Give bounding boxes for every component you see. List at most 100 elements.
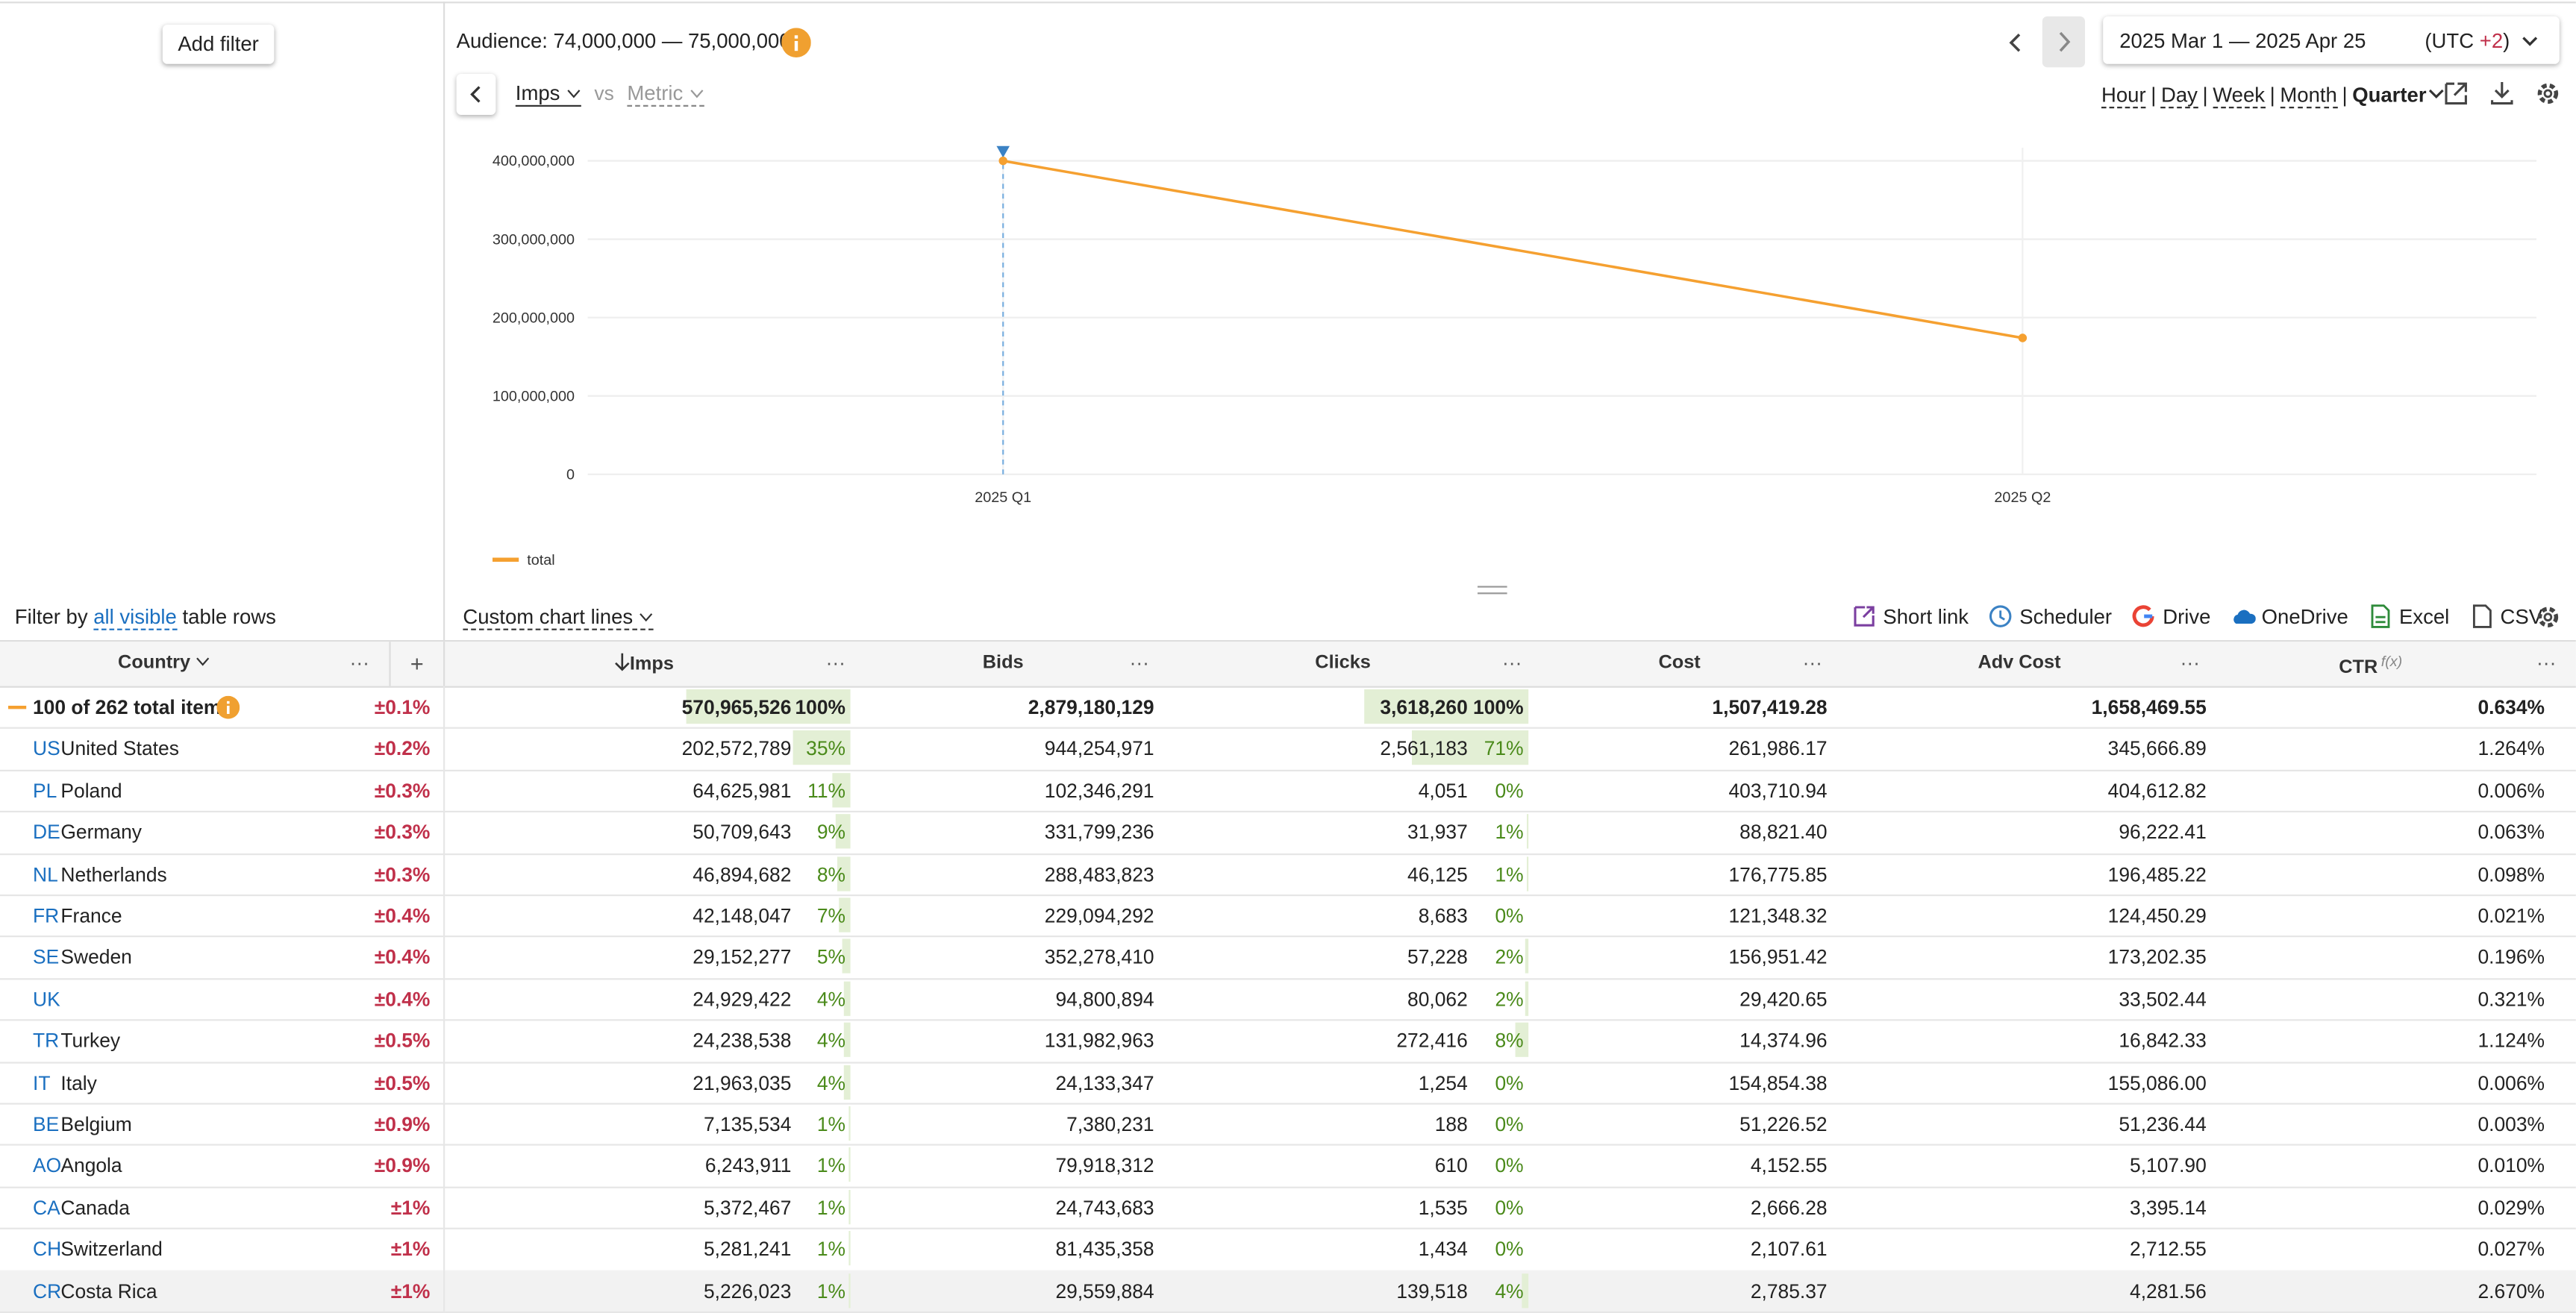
filter-by: Filter by all visible table rows <box>15 605 276 630</box>
bids: 81,435,358 <box>1055 1238 1154 1262</box>
table-row[interactable]: DE Germany ±0.3% 9% 50,709,643 331,799,236 1% 3… <box>0 811 2576 855</box>
pct-value: 1% <box>816 1154 845 1178</box>
column-header[interactable]: Bids <box>904 654 1101 673</box>
resize-handle[interactable] <box>1478 586 1507 595</box>
granularity-option[interactable]: Week <box>2213 84 2266 109</box>
tz-offset: +2 <box>2479 29 2504 53</box>
total-row[interactable]: 100 of 262 total items ±0.1% 100% 570,965,5… <box>0 686 2576 730</box>
clicks: 80,062 <box>1407 987 1468 1011</box>
metric2-select[interactable]: Metric <box>627 82 704 107</box>
column-header[interactable]: CTR f(x) <box>2272 654 2469 678</box>
table-row[interactable]: CH Switzerland ±1% 1% 5,281,241 81,435,358 0% 1… <box>0 1228 2576 1272</box>
table-row[interactable]: TR Turkey ±0.5% 4% 24,238,538 131,982,963 8% 27… <box>0 1019 2576 1063</box>
metric-select[interactable]: Imps <box>515 82 581 107</box>
granularity-option[interactable]: Hour <box>2101 84 2146 109</box>
table-row[interactable]: CR Costa Rica ±1% 1% 5,226,023 29,559,884 4% 13… <box>0 1269 2576 1313</box>
all-visible-link[interactable]: all visible <box>93 605 177 630</box>
granularity-option[interactable]: Month <box>2280 84 2337 109</box>
column-menu[interactable]: ··· <box>1129 651 1149 675</box>
cost: 2,785.37 <box>1750 1279 1828 1303</box>
column-menu[interactable]: ··· <box>349 651 369 675</box>
cost: 156,951.42 <box>1728 946 1828 969</box>
toolbar-action[interactable]: Short link <box>1852 606 1969 629</box>
toolbar-action[interactable]: CSV <box>2469 604 2542 629</box>
pct-bar <box>1515 1023 1529 1058</box>
granularity: Hour | Day | Week | Month | Quarter <box>2101 84 2446 109</box>
chart: 0 100,000,000 200,000,000 300,000,000 400,00… <box>493 145 2537 568</box>
column-menu[interactable]: ··· <box>2536 651 2557 675</box>
table-row[interactable]: AO Angola ±0.9% 1% 6,243,911 79,918,312 0% 610 4… <box>0 1144 2576 1188</box>
column-header[interactable]: Country <box>66 654 263 673</box>
sort-arrow <box>614 653 629 671</box>
pct-value: 7% <box>816 904 845 927</box>
table-row[interactable]: FR France ±0.4% 7% 42,148,047 229,094,292 0% 8,… <box>0 894 2576 938</box>
action-icon <box>2133 605 2155 627</box>
column-menu[interactable]: ··· <box>1502 651 1522 675</box>
pct-value: 1% <box>816 1196 845 1220</box>
pct-bar <box>686 689 851 724</box>
toolbar-action[interactable]: Scheduler <box>1988 605 2112 629</box>
toolbar-action[interactable]: Excel <box>2368 604 2450 629</box>
pct-value: 11% <box>807 779 845 803</box>
toolbar-action[interactable]: OneDrive <box>2230 606 2348 629</box>
adv-cost: 96,222.41 <box>2119 821 2207 844</box>
error-margin: ±1% <box>390 1196 431 1220</box>
table: Country ··· Imps ··· Bids ··· Clicks ··· Cost ··… <box>0 640 2576 1313</box>
next-period[interactable] <box>2042 16 2085 68</box>
date-range-picker[interactable]: 2025 Mar 1 — 2025 Apr 25 (UTC +2) <box>2103 16 2560 64</box>
column-header[interactable]: Clicks <box>1245 654 1442 673</box>
table-row[interactable]: BE Belgium ±0.9% 1% 7,135,534 7,380,231 0% 188 5… <box>0 1103 2576 1147</box>
table-row[interactable]: IT Italy ±0.5% 4% 21,963,035 24,133,347 0% 1,25… <box>0 1061 2576 1105</box>
pct-value: 2% <box>1495 946 1524 969</box>
pct-bar <box>1525 939 1529 974</box>
error-margin: ±0.5% <box>374 1071 431 1094</box>
info-icon[interactable] <box>781 28 811 57</box>
column-label: Imps <box>629 654 674 675</box>
granularity-option[interactable]: Day <box>2160 84 2198 109</box>
table-row[interactable]: PL Poland ±0.3% 11% 64,625,981 102,346,291 0% 4… <box>0 769 2576 813</box>
table-row[interactable]: CA Canada ±1% 1% 5,372,467 24,743,683 0% 1,535 2… <box>0 1186 2576 1230</box>
col-divider <box>443 894 446 936</box>
pct-bar <box>793 730 851 766</box>
error-margin: ±0.4% <box>374 987 431 1011</box>
y-tick-label: 200,000,000 <box>493 310 575 326</box>
adv-cost: 16,842.33 <box>2119 1029 2207 1053</box>
col-divider <box>443 1269 446 1312</box>
cost: 2,107.61 <box>1750 1238 1828 1262</box>
column-menu[interactable]: ··· <box>2180 651 2200 675</box>
metric2: Metric <box>627 82 684 105</box>
action-icon <box>1854 606 1875 627</box>
action-label: Short link <box>1883 605 1969 629</box>
legend-label: total <box>527 552 554 568</box>
ctr: 0.196% <box>2477 946 2545 969</box>
country-name: Costa Rica <box>60 1279 157 1303</box>
add-column[interactable]: + <box>410 650 424 677</box>
table-settings[interactable] <box>2533 602 2563 632</box>
prev-period[interactable] <box>2000 26 2033 59</box>
custom-lines[interactable]: Custom chart lines <box>463 606 654 630</box>
column-header[interactable]: Adv Cost <box>1921 654 2118 673</box>
clicks: 46,125 <box>1407 862 1468 886</box>
table-row[interactable]: SE Sweden ±0.4% 5% 29,152,277 352,278,410 2% 57… <box>0 936 2576 980</box>
info-icon[interactable] <box>216 695 240 724</box>
toolbar-action[interactable]: Drive <box>2131 605 2210 629</box>
column-header[interactable]: Imps <box>545 653 742 675</box>
granularity-option[interactable]: Quarter <box>2352 84 2427 107</box>
table-row[interactable]: US United States ±0.2% 35% 202,572,789 944,25… <box>0 727 2576 771</box>
back-button[interactable] <box>457 74 496 115</box>
bids: 331,799,236 <box>1044 821 1154 844</box>
country-name: Switzerland <box>60 1238 163 1262</box>
bids: 29,559,884 <box>1055 1279 1154 1303</box>
chart-icons[interactable] <box>2441 79 2572 109</box>
ctr: 1.264% <box>2477 737 2545 761</box>
action-label: Excel <box>2399 605 2450 629</box>
table-row[interactable]: UK ±0.4% 4% 24,929,422 94,800,894 2% 80,062 29,… <box>0 977 2576 1021</box>
clicks: 31,937 <box>1407 821 1468 844</box>
column-header[interactable]: Cost <box>1581 654 1778 673</box>
table-row[interactable]: NL Netherlands ±0.3% 8% 46,894,682 288,483,82… <box>0 853 2576 897</box>
add-filter-button[interactable]: Add filter <box>163 25 275 64</box>
country-code: CR <box>33 1279 62 1303</box>
column-menu[interactable]: ··· <box>1802 651 1822 675</box>
column-menu[interactable]: ··· <box>825 651 845 675</box>
clicks: 8,683 <box>1418 904 1468 927</box>
